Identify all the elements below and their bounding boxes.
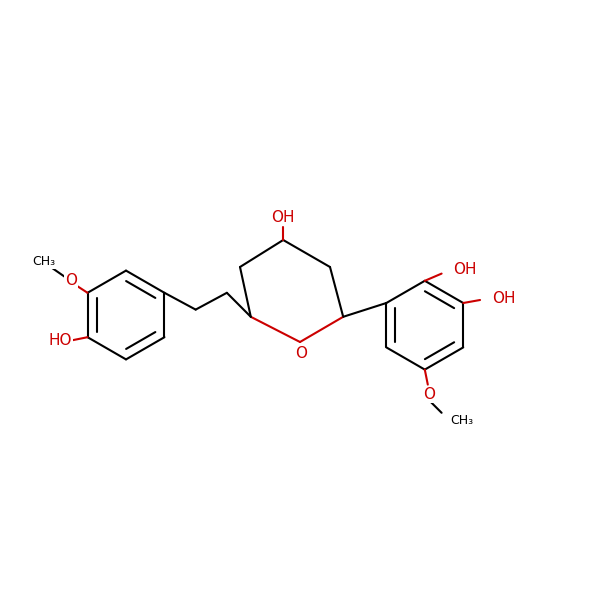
Text: CH₃: CH₃ [450,413,473,427]
Text: O: O [65,273,77,288]
Text: OH: OH [492,291,515,306]
Text: CH₃: CH₃ [32,255,55,268]
Text: OH: OH [454,263,477,277]
Text: HO: HO [48,333,71,348]
Text: O: O [295,347,307,361]
Text: O: O [424,388,436,402]
Text: OH: OH [271,209,295,224]
